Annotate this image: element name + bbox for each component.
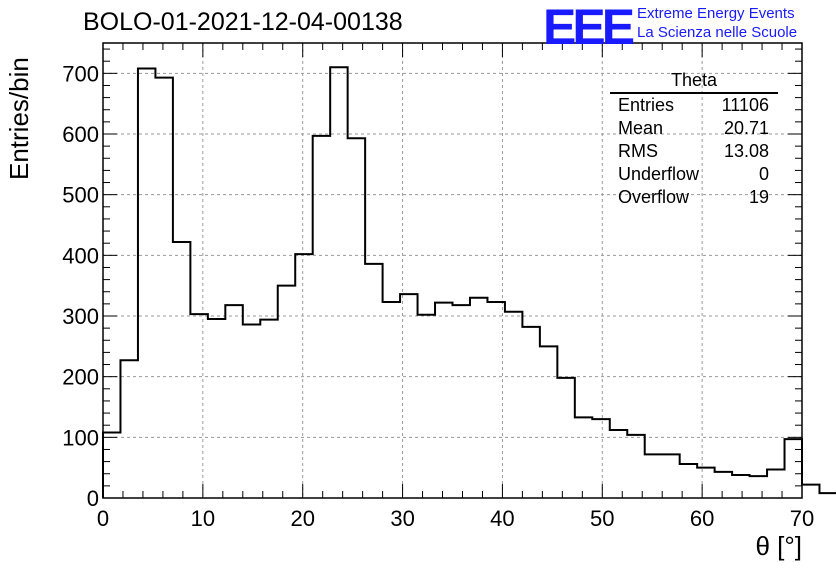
logo-line-1: Extreme Energy Events	[637, 5, 795, 22]
stats-label: RMS	[618, 141, 658, 161]
stats-value: 20.71	[723, 118, 769, 138]
stats-label: Underflow	[618, 164, 700, 184]
plot-frame	[102, 42, 803, 499]
logo-caption: Extreme Energy Events La Scienza nelle S…	[637, 4, 797, 42]
y-axis-label: Entries/bin	[4, 57, 34, 180]
stats-value: 19	[748, 187, 769, 207]
y-tick-label: 0	[87, 486, 99, 511]
stats-row-mean: Mean 20.71	[610, 117, 778, 140]
logo-line-2: La Scienza nelle Scuole	[637, 24, 798, 41]
x-tick-label: 30	[390, 506, 414, 531]
x-tick-label: 50	[590, 506, 614, 531]
x-tick-label: 60	[690, 506, 714, 531]
stats-value: 13.08	[723, 141, 769, 161]
y-tick-label: 700	[62, 61, 99, 86]
y-tick-label: 100	[62, 425, 99, 450]
stats-label: Entries	[618, 95, 675, 115]
x-tick-label: 40	[490, 506, 514, 531]
histogram-line	[102, 66, 836, 498]
stats-value: 0	[758, 164, 769, 184]
y-tick-label: 400	[62, 243, 99, 268]
stats-row-underflow: Underflow 0	[610, 163, 778, 186]
stats-row-entries: Entries 11106	[610, 94, 778, 117]
eee-logo: EEE	[543, 0, 635, 55]
y-tick-label: 500	[62, 183, 99, 208]
stats-box: Theta Entries 11106 Mean 20.71 RMS 13.08…	[610, 70, 778, 209]
y-tick-label: 200	[62, 365, 99, 390]
chart-title: BOLO-01-2021-12-04-00138	[83, 8, 403, 36]
x-axis-label: θ [°]	[755, 531, 802, 561]
x-tick-label: 10	[191, 506, 215, 531]
stats-label: Mean	[618, 118, 664, 138]
y-tick-label: 600	[62, 122, 99, 147]
x-tick-label: 70	[790, 506, 814, 531]
y-tick-label: 300	[62, 304, 99, 329]
stats-title: Theta	[610, 70, 778, 94]
x-tick-label: 0	[97, 506, 109, 531]
stats-value: 11106	[721, 95, 769, 115]
x-tick-label: 20	[290, 506, 314, 531]
stats-row-overflow: Overflow 19	[610, 186, 778, 209]
stats-label: Overflow	[618, 187, 690, 207]
stats-row-rms: RMS 13.08	[610, 140, 778, 163]
